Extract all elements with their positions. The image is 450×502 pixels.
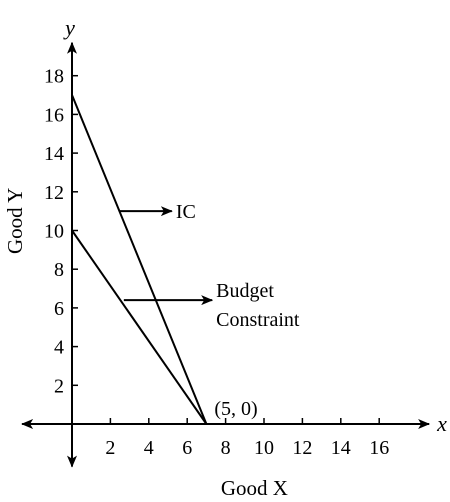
x-tick-label-4: 4: [144, 437, 154, 459]
x-tick-label-16: 16: [369, 437, 389, 459]
y-tick-label-10: 10: [44, 221, 64, 243]
x-tick-label-6: 6: [182, 437, 192, 459]
y-tick-label-6: 6: [54, 298, 64, 320]
y-tick-label-18: 18: [44, 66, 64, 88]
y-tick-label-16: 16: [44, 104, 64, 126]
y-tick-label-14: 14: [44, 143, 64, 165]
x-tick-label-2: 2: [105, 437, 115, 459]
y-axis-title: Good Y: [3, 188, 27, 254]
series-line-2: [71, 229, 208, 425]
y-axis-symbol: y: [63, 15, 75, 40]
annotation-label-2-2: Constraint: [216, 309, 300, 331]
series-line-1: [71, 94, 208, 425]
y-tick-label-8: 8: [54, 259, 64, 281]
annotation-label-2-1: Budget: [216, 280, 274, 302]
x-axis-symbol: x: [436, 411, 447, 436]
y-tick-label-2: 2: [54, 375, 64, 397]
axis-titles: x y Good X Good Y: [3, 15, 447, 500]
x-tick-label-14: 14: [331, 437, 351, 459]
tick-labels: 2 4 6 8 10 12 14 16 2 4 6 8 10 12 14 16 18: [44, 66, 389, 459]
x-tick-label-12: 12: [292, 437, 312, 459]
y-tick-label-12: 12: [44, 182, 64, 204]
x-tick-label-8: 8: [221, 437, 231, 459]
series-group: [71, 94, 208, 425]
x-axis-title: Good X: [221, 476, 288, 500]
x-tick-label-10: 10: [254, 437, 274, 459]
annotations: IC Budget Constraint (5, 0): [120, 201, 300, 420]
axes: [21, 41, 431, 468]
annotation-label-1-1: IC: [176, 201, 196, 223]
tick-marks: [72, 74, 380, 424]
annotation-point-label: (5, 0): [214, 398, 257, 420]
y-tick-label-4: 4: [54, 337, 64, 359]
